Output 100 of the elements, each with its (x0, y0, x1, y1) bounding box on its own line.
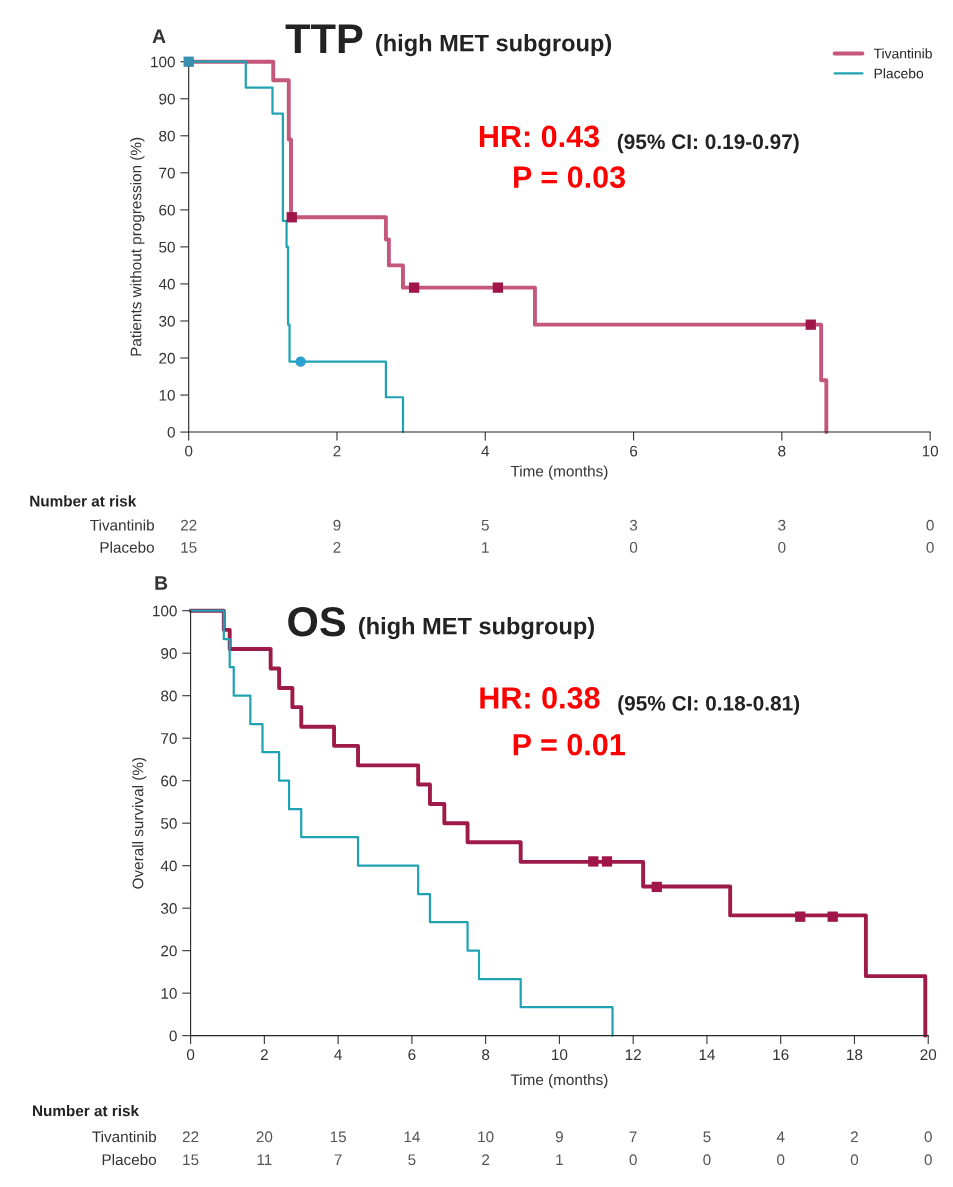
x-tick-label: 8 (778, 445, 786, 457)
text: 15 (330, 1131, 346, 1143)
text: Tivantinib (90, 519, 154, 531)
text: 15 (183, 1154, 199, 1166)
point (295, 356, 306, 367)
point (827, 911, 838, 922)
y-tick-label: 50 (159, 241, 175, 253)
x-tick-label: 18 (847, 1049, 863, 1061)
chart-title: OS (288, 606, 346, 637)
text: 1 (556, 1154, 563, 1165)
y-tick-label: 30 (159, 315, 175, 327)
text: 7 (629, 1131, 637, 1143)
x-axis-title: Time (months) (510, 465, 608, 480)
y-tick-label: 20 (161, 945, 177, 957)
y-tick-label: 60 (159, 204, 175, 216)
text: 20 (256, 1131, 273, 1143)
text: 2 (333, 542, 341, 553)
x-tick-label: 4 (481, 445, 490, 457)
y-axis-title: Overall survival (%) (132, 757, 147, 889)
text: 0 (926, 519, 934, 531)
point (601, 856, 613, 867)
text: 0 (778, 542, 786, 553)
x-tick-label: 4 (334, 1049, 342, 1060)
text: 15 (181, 542, 197, 553)
x-tick-label: 6 (630, 445, 638, 457)
y-tick-label: 90 (161, 648, 177, 659)
y-tick-label: 100 (151, 56, 175, 68)
point (651, 881, 662, 893)
annotation: (95% CI: 0.18-0.81) (618, 695, 800, 715)
x-tick-label: 20 (920, 1049, 937, 1061)
annotation: HR: 0.38 (480, 687, 600, 709)
point (492, 282, 504, 293)
x-tick-label: 0 (185, 445, 193, 457)
point (286, 212, 297, 223)
y-tick-label: 0 (167, 426, 175, 438)
x-tick-label: 10 (922, 445, 939, 457)
chart-title: TTP (285, 24, 363, 54)
text: Number at risk (33, 1105, 140, 1117)
y-tick-label: 10 (161, 988, 177, 999)
point (408, 282, 420, 293)
text: 5 (481, 519, 489, 531)
y-tick-label: 40 (160, 860, 177, 872)
text: 5 (703, 1131, 711, 1143)
text: Tivantinib (92, 1130, 157, 1143)
x-tick-label: 8 (482, 1049, 490, 1061)
y-axis-title: Patients without progression (%) (130, 137, 145, 356)
point (183, 56, 194, 67)
y-tick-label: 70 (161, 733, 177, 744)
legend-label: Tivantinib (873, 48, 932, 59)
y-tick-label: 60 (161, 775, 177, 787)
text: 0 (777, 1154, 785, 1166)
y-tick-label: 50 (161, 818, 177, 829)
text: 9 (333, 519, 341, 531)
y-tick-label: 80 (159, 130, 175, 142)
x-tick-label: 16 (773, 1049, 789, 1061)
x-tick-label: 2 (333, 445, 341, 457)
point (588, 856, 599, 867)
text: 0 (926, 542, 934, 553)
annotation: HR: 0.43 (479, 125, 600, 148)
x-tick-label: 10 (552, 1049, 568, 1061)
text: 0 (703, 1154, 711, 1166)
x-tick-label: 0 (186, 1049, 195, 1061)
text: Number at risk (30, 495, 137, 507)
y-tick-label: 0 (169, 1030, 177, 1042)
text: 5 (408, 1154, 416, 1166)
annotation: P = 0.03 (514, 166, 626, 188)
text: 7 (334, 1154, 342, 1165)
text: 0 (924, 1154, 932, 1166)
annotation: (95% CI: 0.19-0.97) (617, 133, 799, 154)
text: 0 (850, 1154, 859, 1166)
y-tick-label: 70 (159, 167, 175, 179)
legend-label: Placebo (874, 68, 924, 79)
chart-subtitle: (high MET subgroup) (376, 34, 612, 57)
x-tick-label: 12 (625, 1049, 641, 1060)
y-tick-label: 20 (159, 352, 175, 364)
text: Placebo (100, 541, 154, 553)
text: Placebo (102, 1153, 157, 1166)
text: 1 (482, 542, 489, 553)
y-tick-label: 90 (159, 93, 175, 105)
y-tick-label: 80 (161, 690, 177, 702)
chart-subtitle: (high MET subgroup) (358, 617, 594, 640)
x-tick-label: 14 (699, 1049, 715, 1060)
y-tick-label: 100 (153, 605, 177, 617)
text: 2 (850, 1131, 858, 1143)
point (805, 319, 816, 330)
text: 0 (924, 1131, 932, 1143)
text: 9 (555, 1131, 563, 1143)
point (795, 911, 806, 922)
text: 10 (478, 1131, 494, 1143)
x-tick-label: 2 (260, 1049, 268, 1060)
text: 4 (776, 1131, 785, 1143)
text: 3 (778, 519, 786, 531)
text: 0 (629, 1154, 637, 1166)
text: 11 (257, 1154, 272, 1165)
x-axis-title: Time (months) (510, 1073, 608, 1089)
text: A (152, 29, 166, 43)
text: 14 (404, 1131, 420, 1143)
y-tick-label: 40 (158, 278, 175, 290)
y-tick-label: 10 (159, 389, 175, 401)
text: 22 (180, 519, 197, 531)
